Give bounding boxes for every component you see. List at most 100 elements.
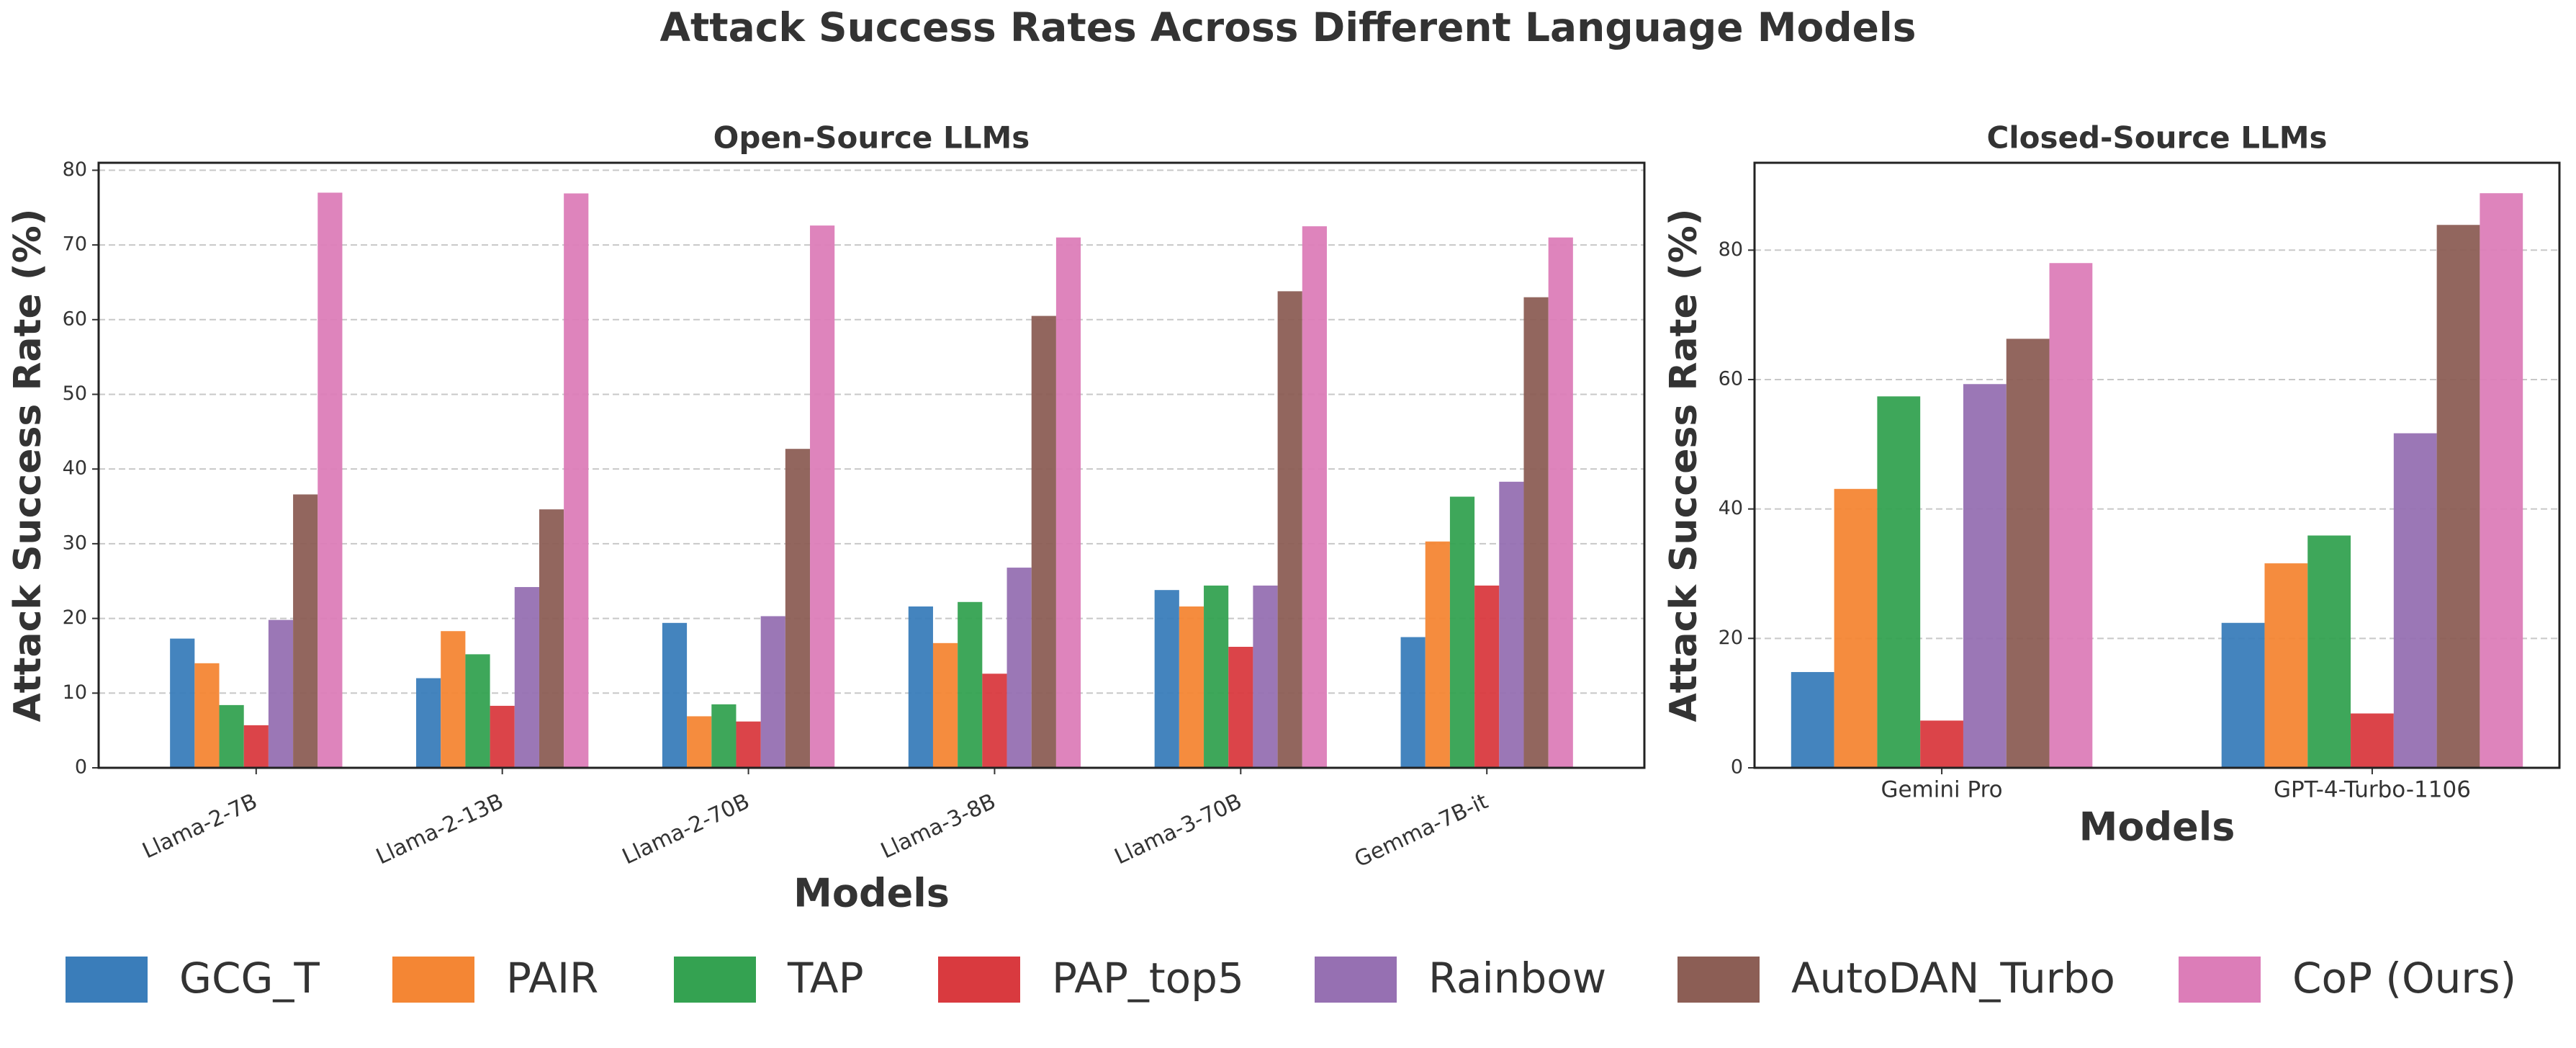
bar — [2221, 622, 2265, 768]
y-tick-label: 80 — [1719, 238, 1743, 261]
y-tick-label: 40 — [63, 457, 87, 480]
bar — [243, 725, 269, 768]
x-tick-label: Llama-2-70B — [618, 789, 753, 869]
bar — [1179, 606, 1204, 768]
bar — [1834, 488, 1878, 768]
bar — [1963, 384, 2007, 768]
y-tick-label: 30 — [63, 532, 87, 554]
bar — [2393, 433, 2437, 768]
y-tick-label: 20 — [1719, 627, 1743, 649]
legend-label: TAP — [787, 954, 864, 1003]
bar — [662, 622, 688, 768]
bar — [711, 704, 737, 768]
bar — [687, 716, 712, 768]
bar — [194, 663, 220, 768]
bar — [268, 619, 294, 768]
plot-frame — [97, 161, 1646, 769]
legend-label: AutoDAN_Turbo — [1791, 954, 2115, 1003]
y-tick-label: 60 — [1719, 367, 1743, 390]
bar — [465, 654, 490, 768]
legend-label: PAIR — [506, 954, 598, 1003]
bar — [318, 192, 343, 769]
x-tick-label: Llama-3-8B — [877, 789, 999, 864]
bar — [1400, 637, 1426, 768]
y-tick-label: 0 — [1731, 756, 1743, 779]
bar — [1031, 315, 1056, 768]
bar — [760, 616, 785, 768]
bar — [2351, 713, 2394, 768]
x-axis-label: Models — [793, 871, 950, 916]
bar — [416, 678, 441, 768]
bar — [1253, 585, 1278, 768]
bar — [1425, 541, 1450, 768]
bar — [2006, 339, 2050, 768]
bar — [1277, 291, 1302, 768]
bar — [1499, 481, 1524, 768]
bar — [1449, 496, 1475, 768]
legend-label: CoP (Ours) — [2292, 954, 2516, 1003]
panel-title: Open-Source LLMs — [713, 120, 1030, 156]
bar — [1006, 568, 1032, 768]
y-tick-label: 70 — [63, 233, 87, 256]
bar — [219, 704, 244, 768]
bar — [1523, 297, 1549, 769]
bar — [2436, 225, 2480, 769]
bar — [514, 587, 539, 768]
panel-title: Closed-Source LLMs — [1986, 120, 2327, 156]
x-tick-label: Gemini Pro — [1881, 777, 2002, 803]
bar — [1474, 585, 1500, 768]
figure-title: Attack Success Rates Across Different La… — [659, 4, 1916, 50]
bar — [1228, 647, 1253, 768]
y-tick-label: 60 — [63, 308, 87, 330]
legend-swatch — [1677, 957, 1760, 1003]
bar — [2480, 193, 2523, 768]
legend-swatch — [66, 957, 148, 1003]
bar — [982, 673, 1007, 768]
bar — [441, 631, 466, 768]
bar — [490, 705, 515, 768]
x-tick-label: Llama-2-7B — [139, 789, 261, 864]
plot-frame — [1753, 161, 2561, 769]
x-axis-label: Models — [2079, 805, 2235, 850]
bar — [293, 494, 318, 768]
legend-label: GCG_T — [179, 954, 320, 1003]
bar — [1055, 237, 1081, 768]
x-tick-label: Gemma-7B-it — [1351, 789, 1492, 872]
x-tick-label: Llama-3-70B — [1111, 789, 1246, 869]
bar — [564, 193, 589, 768]
bar — [2264, 563, 2308, 768]
legend-swatch — [2179, 957, 2261, 1003]
legend-label: Rainbow — [1428, 954, 1606, 1003]
bar — [1877, 396, 1921, 768]
y-axis-label: Attack Success Rate (%) — [1662, 209, 1706, 722]
legend-swatch — [392, 957, 474, 1003]
legend-swatch — [938, 957, 1020, 1003]
legend-label: PAP_top5 — [1052, 954, 1244, 1003]
bar — [2307, 535, 2351, 768]
bar — [932, 642, 958, 768]
bar — [1154, 590, 1179, 768]
bar — [785, 449, 811, 768]
legend-swatch — [674, 957, 756, 1003]
bar — [539, 509, 564, 768]
bar — [1791, 672, 1834, 768]
x-tick-label: Llama-2-13B — [372, 789, 507, 869]
bar — [1920, 720, 1963, 768]
bar — [2049, 263, 2093, 768]
y-tick-label: 80 — [63, 158, 87, 181]
y-tick-label: 0 — [75, 756, 87, 779]
y-tick-label: 20 — [63, 606, 87, 629]
x-tick-label: GPT-4-Turbo-1106 — [2274, 777, 2471, 803]
bar — [1548, 237, 1573, 768]
bar — [736, 721, 761, 768]
bar — [958, 601, 983, 768]
bar — [908, 606, 933, 768]
y-tick-label: 10 — [63, 681, 87, 704]
y-tick-label: 40 — [1719, 497, 1743, 519]
bar — [1302, 226, 1327, 768]
bar — [170, 638, 195, 768]
bar — [1204, 585, 1229, 768]
legend-swatch — [1315, 957, 1397, 1003]
bar — [810, 225, 835, 769]
